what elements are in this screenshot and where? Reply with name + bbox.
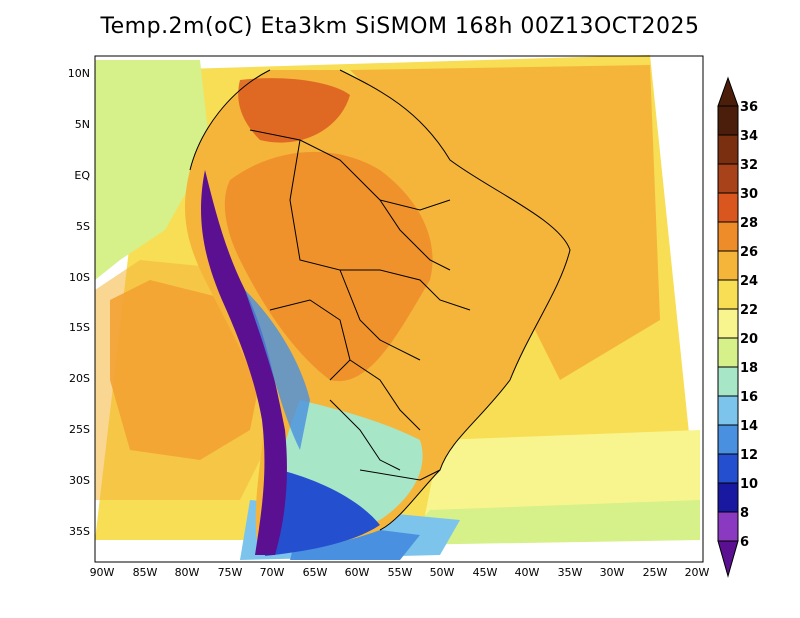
lon-label: 85W bbox=[132, 566, 158, 579]
interior-hot-zone bbox=[224, 151, 433, 382]
lon-label: 65W bbox=[302, 566, 328, 579]
andes-flank bbox=[245, 290, 310, 450]
colorbar-bottom-arrow bbox=[717, 540, 739, 578]
lat-label: EQ bbox=[74, 169, 90, 182]
patagonia-cold bbox=[265, 470, 380, 556]
colorbar-label: 10 bbox=[740, 477, 759, 492]
colorbar-label: 36 bbox=[740, 100, 759, 115]
colorbar-label: 14 bbox=[740, 419, 759, 434]
colorbar-label: 12 bbox=[740, 448, 759, 463]
colorbar-seg-20-22 bbox=[717, 308, 739, 339]
lat-label: 10S bbox=[69, 271, 90, 284]
colorbar-label: 30 bbox=[740, 187, 759, 202]
colorbar-top-arrow bbox=[717, 76, 739, 107]
lat-label: 20S bbox=[69, 372, 90, 385]
colorbar-label: 32 bbox=[740, 158, 759, 173]
lon-label: 70W bbox=[259, 566, 285, 579]
colorbar-seg-10-12 bbox=[717, 453, 739, 484]
lat-label: 30S bbox=[69, 474, 90, 487]
colorbar-label: 16 bbox=[740, 390, 759, 405]
colorbar-seg-34-36 bbox=[717, 105, 739, 136]
colorbar-label: 24 bbox=[740, 274, 759, 289]
lon-label: 60W bbox=[344, 566, 370, 579]
lon-label: 35W bbox=[557, 566, 583, 579]
lon-label: 20W bbox=[684, 566, 710, 579]
lon-label: 30W bbox=[599, 566, 625, 579]
lon-label: 80W bbox=[174, 566, 200, 579]
colorbar-label: 20 bbox=[740, 332, 759, 347]
lat-label: 15S bbox=[69, 321, 90, 334]
colorbar-label: 34 bbox=[740, 129, 759, 144]
colorbar-seg-16-18 bbox=[717, 366, 739, 397]
coastline bbox=[189, 69, 571, 531]
lat-label: 10N bbox=[67, 67, 90, 80]
colorbar-seg-28-30 bbox=[717, 192, 739, 223]
lat-label: 25S bbox=[69, 423, 90, 436]
country-borders bbox=[249, 129, 471, 481]
lon-label: 55W bbox=[387, 566, 413, 579]
colorbar-seg-8-10 bbox=[717, 482, 739, 513]
lon-label: 40W bbox=[514, 566, 540, 579]
lon-label: 50W bbox=[429, 566, 455, 579]
colorbar-label: 26 bbox=[740, 245, 759, 260]
lon-label: 90W bbox=[89, 566, 115, 579]
colorbar-seg-18-20 bbox=[717, 337, 739, 368]
pacific-cool-band bbox=[95, 60, 210, 280]
colorbar-seg-24-26 bbox=[717, 250, 739, 281]
colorbar-seg-14-16 bbox=[717, 395, 739, 426]
lat-label: 5N bbox=[74, 118, 90, 131]
colorbar-label: 22 bbox=[740, 303, 759, 318]
lon-label: 45W bbox=[472, 566, 498, 579]
colorbar-label: 8 bbox=[740, 506, 750, 521]
colorbar-seg-30-32 bbox=[717, 163, 739, 194]
lon-label: 75W bbox=[217, 566, 243, 579]
colorbar-label: 18 bbox=[740, 361, 759, 376]
map-title: Temp.2m(oC) Eta3km SiSMOM 168h 00Z13OCT2… bbox=[100, 14, 700, 39]
colorbar-seg-22-24 bbox=[717, 279, 739, 310]
colorbar-seg-32-34 bbox=[717, 134, 739, 165]
atlantic-south-band bbox=[400, 500, 700, 545]
north-hot-zone bbox=[238, 78, 350, 143]
colorbar-seg-12-14 bbox=[717, 424, 739, 455]
andes-cordillera bbox=[201, 170, 287, 555]
lat-label: 35S bbox=[69, 525, 90, 538]
colorbar-label: 6 bbox=[740, 535, 750, 550]
colorbar bbox=[717, 76, 739, 578]
map-frame bbox=[94, 55, 704, 563]
colorbar-label: 28 bbox=[740, 216, 759, 231]
lat-label: 5S bbox=[76, 220, 90, 233]
colorbar-seg-26-28 bbox=[717, 221, 739, 252]
colorbar-seg-6-8 bbox=[717, 511, 739, 542]
lon-label: 25W bbox=[642, 566, 668, 579]
